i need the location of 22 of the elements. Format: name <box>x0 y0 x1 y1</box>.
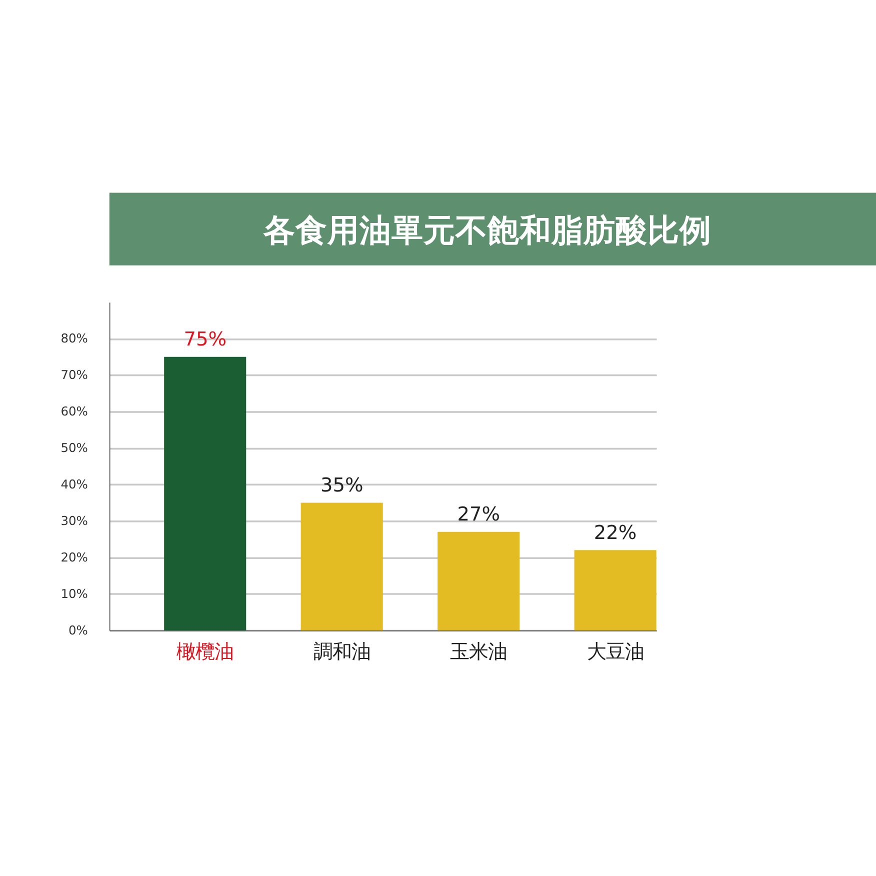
y-tick-label: 70% <box>60 368 88 382</box>
y-tick-label: 20% <box>60 550 88 564</box>
bar <box>574 550 656 630</box>
y-tick-label: 50% <box>60 440 88 455</box>
data-label: 22% <box>594 520 637 544</box>
y-tick-label: 0% <box>68 623 88 638</box>
y-tick-label: 80% <box>60 332 88 346</box>
y-tick-label: 60% <box>60 404 88 419</box>
data-label: 75% <box>184 328 227 350</box>
bar <box>438 532 520 630</box>
bar <box>164 356 246 630</box>
chart-title: 各食用油單元不飽和脂肪酸比例 <box>262 212 712 249</box>
y-tick-label: 10% <box>60 586 88 601</box>
x-tick-label: 玉米油 <box>450 640 508 663</box>
data-label: 27% <box>457 502 500 526</box>
x-tick-label: 橄欖油 <box>176 640 234 663</box>
bar <box>300 502 383 630</box>
data-label: 35% <box>320 473 364 496</box>
y-tick-label: 30% <box>60 514 88 528</box>
x-tick-label: 調和油 <box>313 640 370 663</box>
y-tick-label: 40% <box>60 477 88 492</box>
x-tick-label: 大豆油 <box>586 640 644 663</box>
